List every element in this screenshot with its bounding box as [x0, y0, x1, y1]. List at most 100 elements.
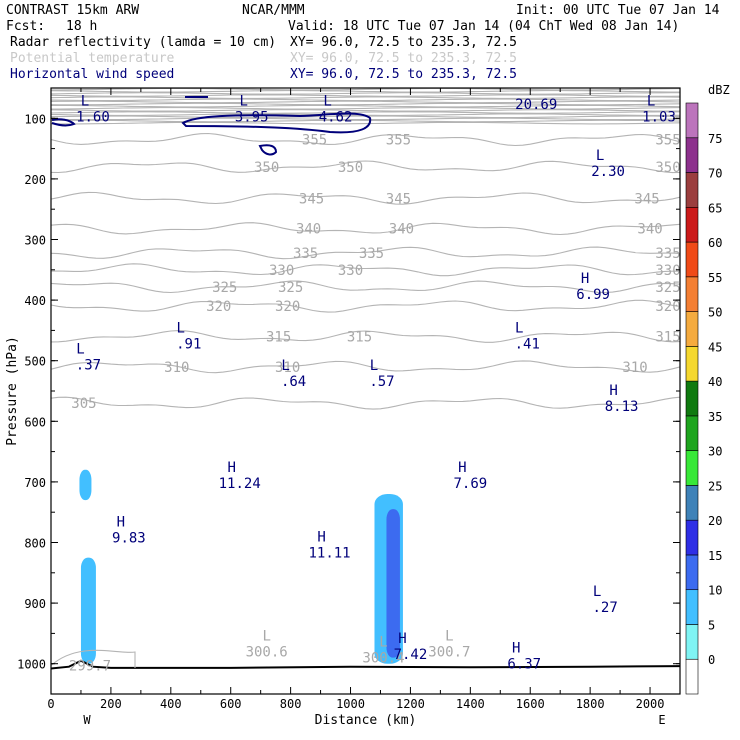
theta-contour-upper — [51, 102, 680, 106]
theta-extremum-value: 300.6 — [246, 645, 288, 661]
theta-contour-label: 350 — [655, 160, 680, 176]
colorbar-tick-label: 5 — [708, 618, 715, 632]
wind-extremum-value: 9.83 — [112, 530, 146, 546]
theta-contour-label: 350 — [254, 160, 279, 176]
wind-extremum-type: H — [117, 514, 125, 530]
colorbar-below-zero — [685, 658, 699, 695]
x-tick-label: 400 — [160, 697, 182, 711]
theta-extremum-type: L — [379, 635, 387, 651]
theta-contour-label: 320 — [655, 299, 680, 315]
theta-contour-label: 315 — [266, 329, 291, 345]
colorbar-tick-label: 15 — [708, 549, 722, 563]
y-tick-label: 800 — [24, 537, 46, 551]
colorbar-tick-label: 35 — [708, 410, 722, 424]
theta-contour-upper — [51, 98, 680, 102]
x-tick-label: 200 — [100, 697, 122, 711]
theta-contour-label: 310 — [164, 360, 189, 376]
theta-contour-label: 330 — [655, 263, 680, 279]
wind-extremum-value: .27 — [592, 600, 617, 616]
axes: 100 200 300 400 500 600 700 800 900 1000 0 200 400 60… — [5, 87, 681, 728]
theta-contour-label: 355 — [302, 133, 327, 149]
x-tick-label: 800 — [280, 697, 302, 711]
theta-contour-label: 355 — [655, 133, 680, 149]
wind-extremum-value: 11.24 — [219, 476, 261, 492]
theta-contour-label: 310 — [275, 360, 300, 376]
theta-contour-label: 355 — [386, 133, 411, 149]
wind-extremum-value: .41 — [515, 337, 540, 353]
theta-contour-label: 325 — [655, 280, 680, 296]
theta-contour-upper — [51, 111, 680, 114]
theta-contour-label: 340 — [389, 222, 414, 238]
theta-extremum-value: 299.7 — [69, 659, 111, 675]
theta-contour-upper — [51, 109, 680, 112]
colorbar-swatch — [685, 311, 699, 347]
wind-extremum-type: H — [609, 383, 617, 399]
colorbar-swatch — [685, 589, 699, 625]
theta-contour-label: 320 — [206, 299, 231, 315]
y-tick-label: 700 — [24, 476, 46, 490]
y-tick-label: 300 — [24, 234, 46, 248]
y-tick-label: 200 — [24, 173, 46, 187]
theta-contour-line — [51, 246, 680, 260]
y-axis-label: Pressure (hPa) — [5, 336, 20, 446]
theta-contour-label: 325 — [212, 280, 237, 296]
theta-contour-line — [51, 132, 680, 147]
theta-extremum-type: L — [262, 629, 270, 645]
colorbar-tick-label: 55 — [708, 271, 722, 285]
wind-extremum-type: H — [227, 460, 235, 476]
wind-extremum-type: L — [81, 93, 89, 109]
x-tick-label: 600 — [220, 697, 242, 711]
colorbar-swatch — [685, 554, 699, 591]
reflectivity-cell — [79, 469, 92, 501]
colorbar-tick-label: 60 — [708, 236, 722, 250]
colorbar-swatch — [685, 485, 699, 521]
theta-contour-label: 330 — [269, 263, 294, 279]
y-tick-label: 900 — [24, 597, 46, 611]
wind-extremum-type: L — [76, 342, 84, 358]
colorbar-swatch — [685, 172, 699, 208]
field-name-theta: Potential temperature — [10, 51, 175, 66]
theta-contour-label: 340 — [637, 222, 662, 238]
colorbar-swatch — [685, 137, 699, 173]
colorbar-tick-label: 75 — [708, 132, 722, 146]
theta-contour-label: 315 — [347, 329, 372, 345]
colorbar-tick-label: 30 — [708, 445, 722, 459]
theta-contour-upper — [51, 92, 680, 95]
theta-contour-upper — [51, 90, 680, 93]
theta-contour-line — [51, 299, 680, 313]
y-tick-label: 1000 — [17, 658, 46, 672]
theta-contour-line — [51, 191, 680, 205]
wind-extremum-value: 2.30 — [591, 164, 625, 180]
wind-extremum-type: H — [317, 530, 325, 546]
wind-extremum-type: L — [281, 358, 289, 374]
x-tick-label: 1400 — [456, 697, 485, 711]
theta-contour-upper — [51, 121, 680, 125]
theta-contour-upper — [51, 96, 680, 99]
theta-contour-line — [51, 280, 680, 294]
theta-contour-label: 325 — [278, 280, 303, 296]
colorbar-tick-label: 40 — [708, 375, 722, 389]
theta-extremum-type: L — [445, 629, 453, 645]
x-tick-label: 1000 — [336, 697, 365, 711]
x-tick-label: 1800 — [576, 697, 605, 711]
colorbar-tick-label: 65 — [708, 201, 722, 215]
colorbar-swatch — [685, 276, 699, 312]
reflectivity-cell — [80, 557, 96, 664]
west-label: W — [83, 713, 91, 727]
wind-extremum-value: 8.13 — [605, 399, 639, 415]
theta-contour-upper — [51, 119, 680, 123]
theta-contour-line — [51, 330, 680, 343]
wind-extremum-type: H — [581, 271, 589, 287]
wind-extremum-type: H — [398, 631, 406, 647]
header: CONTRAST 15km ARW NCAR/MMM Init: 00 UTC … — [6, 3, 720, 82]
theta-contour-upper — [51, 117, 680, 121]
theta-contour-line — [51, 360, 680, 374]
x-tick-label: 2000 — [636, 697, 665, 711]
theta-contour-label: 305 — [71, 396, 96, 412]
wind-extremum-type: L — [323, 93, 331, 109]
terrain-line — [51, 659, 680, 670]
theta-contour-line — [51, 263, 680, 277]
wind-extremum-type: L — [593, 584, 601, 600]
valid-time: Valid: 18 UTC Tue 07 Jan 14 (04 ChT Wed … — [288, 19, 679, 34]
